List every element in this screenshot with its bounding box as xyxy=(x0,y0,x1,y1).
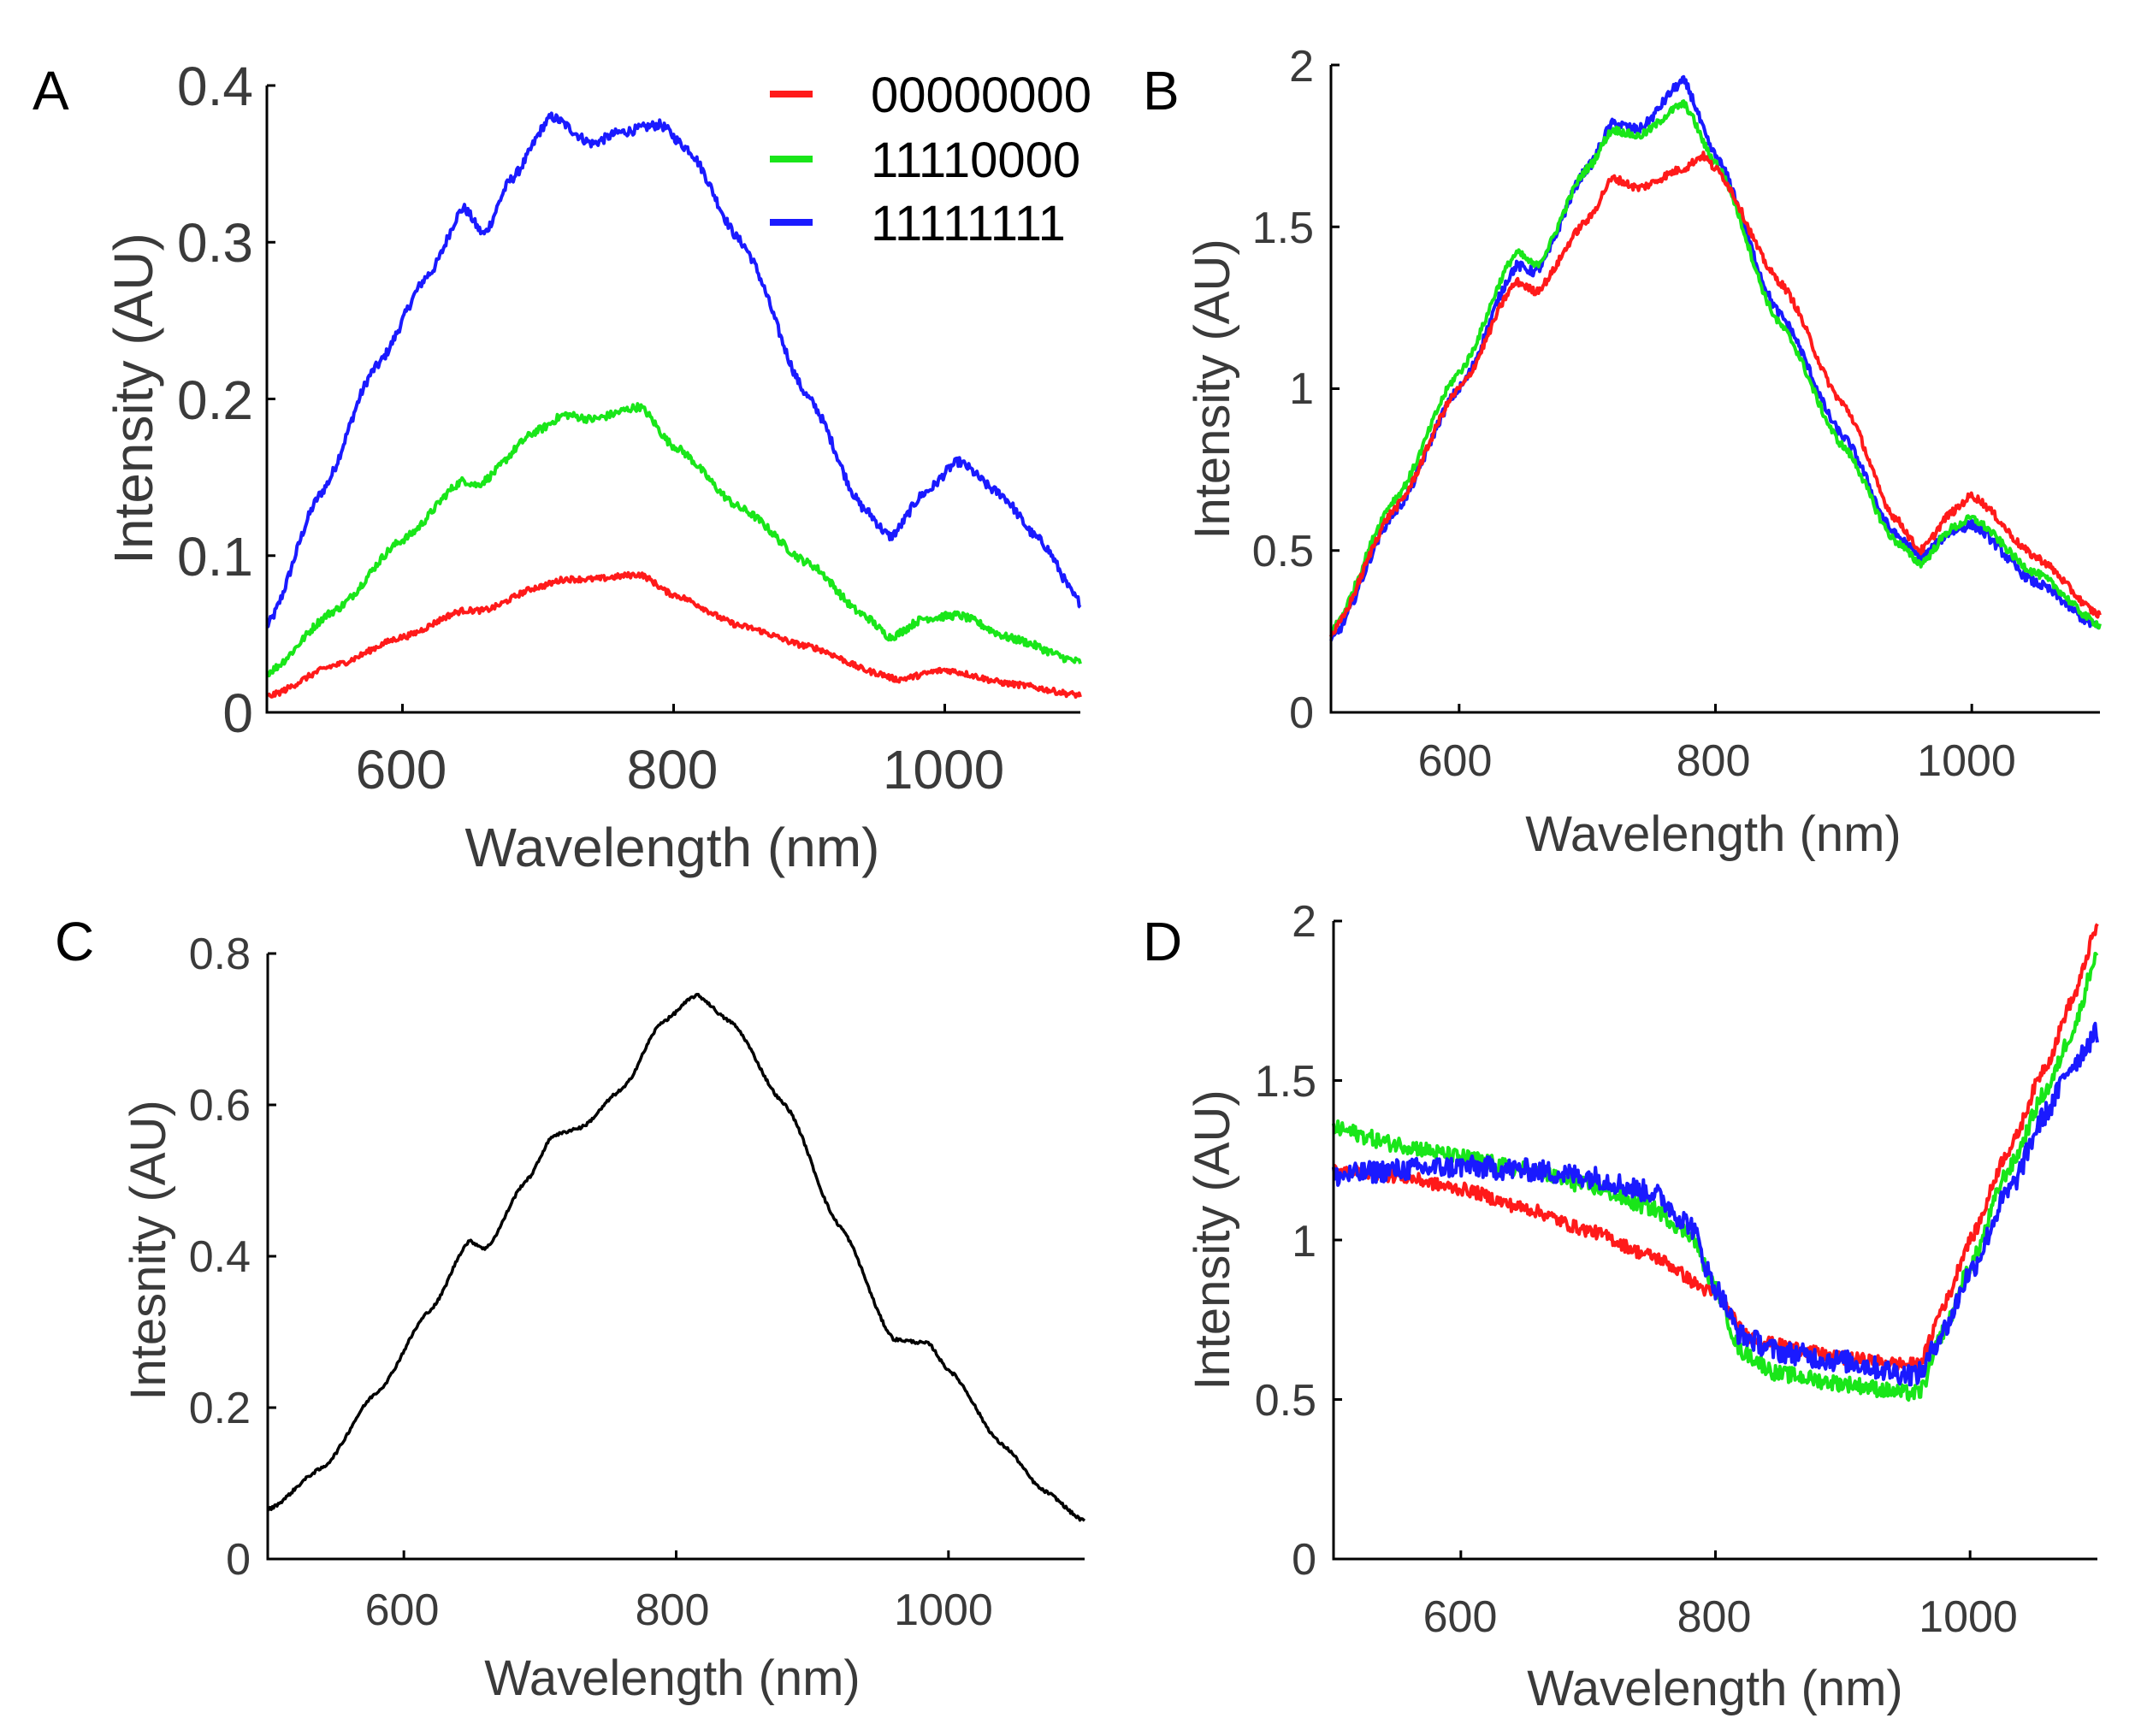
panel-d-x-axis-label: Wavelength (nm) xyxy=(1527,1661,1902,1716)
panel-letter-d: D xyxy=(1143,911,1182,972)
panel-b-tick-labels: 600 800 1000 0 0.5 1 1.5 2 xyxy=(1252,42,2016,786)
panel-c-ytick-label: 0.6 xyxy=(189,1081,251,1131)
panel-d-lines xyxy=(1332,923,2099,1402)
panel-a-xtick-label: 1000 xyxy=(883,739,1004,800)
panel-b-ytick-label: 0 xyxy=(1289,688,1314,738)
panel-letter-c: C xyxy=(55,911,94,972)
panel-letter-a: A xyxy=(33,60,69,121)
panel-b-y-axis-label: Intensity (AU) xyxy=(1185,239,1240,539)
panel-d-y-axis-label: Intensity (AU) xyxy=(1185,1089,1240,1390)
panel-c-axes xyxy=(266,954,1085,1561)
legend-label-11111111: 11111111 xyxy=(871,196,1066,251)
panel-b-xtick-label: 600 xyxy=(1418,736,1493,786)
panel-c-ytick-label: 0.4 xyxy=(189,1232,251,1282)
panel-d-xtick-label: 800 xyxy=(1677,1592,1752,1642)
panel-b-xtick-label: 800 xyxy=(1677,736,1751,786)
series-line-11111111 xyxy=(265,111,1082,629)
panel-b: B 600 800 1000 0 0.5 1 1.5 2 Wavelength … xyxy=(1143,42,2102,862)
panel-c-ticks xyxy=(268,952,950,1561)
panel-a-xtick-label: 800 xyxy=(627,739,719,800)
panel-c-ytick-label: 0.2 xyxy=(189,1384,251,1433)
panel-d-ytick-label: 1 xyxy=(1292,1217,1316,1267)
panel-a-x-axis-label: Wavelength (nm) xyxy=(465,817,880,878)
series-line-00000000 xyxy=(1329,151,2102,637)
panel-d-ytick-label: 0.5 xyxy=(1255,1376,1316,1426)
panel-a-ytick-label: 0.1 xyxy=(177,526,253,588)
panel-d-xtick-label: 600 xyxy=(1423,1592,1498,1642)
panel-c-tick-labels: 600 800 1000 0 0.2 0.4 0.6 0.8 xyxy=(189,930,993,1635)
panel-a: A 600 800 1000 0 0.1 0.2 0.3 0.4 Wavelen… xyxy=(33,56,1091,878)
panel-a-lines xyxy=(265,111,1082,699)
series-line-11111111 xyxy=(1332,1021,2099,1387)
panel-c-y-axis-label: Intesnity (AU) xyxy=(121,1100,176,1400)
series-line-spectrum xyxy=(266,992,1086,1522)
panel-c-xtick-label: 1000 xyxy=(894,1585,993,1635)
legend-label-11110000: 11110000 xyxy=(871,133,1080,188)
panel-a-tick-labels: 600 800 1000 0 0.1 0.2 0.3 0.4 xyxy=(177,56,1004,800)
panel-a-y-axis-label: Intensity (AU) xyxy=(103,233,164,564)
series-line-11111111 xyxy=(1329,74,2101,641)
panel-c-xtick-label: 600 xyxy=(365,1585,440,1635)
panel-d-ytick-label: 2 xyxy=(1292,897,1316,947)
panel-b-x-axis-label: Wavelength (nm) xyxy=(1525,806,1901,862)
panel-b-xtick-label: 1000 xyxy=(1917,736,2016,786)
panel-c-xtick-label: 800 xyxy=(636,1585,710,1635)
panel-letter-b: B xyxy=(1143,60,1180,121)
panel-a-ticks xyxy=(267,84,946,714)
series-line-11110000 xyxy=(1329,99,2102,635)
panel-d-ytick-label: 0 xyxy=(1292,1535,1316,1585)
panel-b-ticks xyxy=(1331,63,1973,714)
panel-d: D 600 800 1000 0 0.5 1 1.5 2 Wavelength … xyxy=(1143,897,2099,1716)
legend-label-00000000: 00000000 xyxy=(871,68,1091,123)
panel-d-xtick-label: 1000 xyxy=(1919,1592,2018,1642)
panel-b-lines xyxy=(1329,74,2102,641)
panel-c: C 600 800 1000 0 0.2 0.4 0.6 0.8 Wavelen… xyxy=(55,911,1086,1706)
panel-c-lines xyxy=(266,992,1086,1522)
panel-d-ytick-label: 1.5 xyxy=(1255,1057,1316,1107)
panel-d-ticks xyxy=(1334,919,1972,1561)
panel-a-ytick-label: 0.2 xyxy=(177,369,253,431)
panel-b-ytick-label: 1 xyxy=(1289,364,1314,414)
panel-d-tick-labels: 600 800 1000 0 0.5 1 1.5 2 xyxy=(1255,897,2018,1642)
panel-c-ytick-label: 0.8 xyxy=(189,930,251,979)
panel-b-ytick-label: 2 xyxy=(1289,42,1314,92)
panel-c-x-axis-label: Wavelength (nm) xyxy=(484,1650,860,1706)
panel-a-ytick-label: 0 xyxy=(222,682,253,744)
panel-b-ytick-label: 0.5 xyxy=(1252,527,1314,576)
panel-a-ytick-label: 0.3 xyxy=(177,212,253,274)
series-line-00000000 xyxy=(266,570,1082,699)
series-line-11110000 xyxy=(266,402,1082,677)
panel-b-ytick-label: 1.5 xyxy=(1252,204,1314,253)
panel-a-xtick-label: 600 xyxy=(356,739,447,800)
legend: 00000000 11110000 11111111 xyxy=(770,68,1091,251)
panel-a-ytick-label: 0.4 xyxy=(177,56,253,117)
panel-c-ytick-label: 0 xyxy=(226,1535,251,1585)
